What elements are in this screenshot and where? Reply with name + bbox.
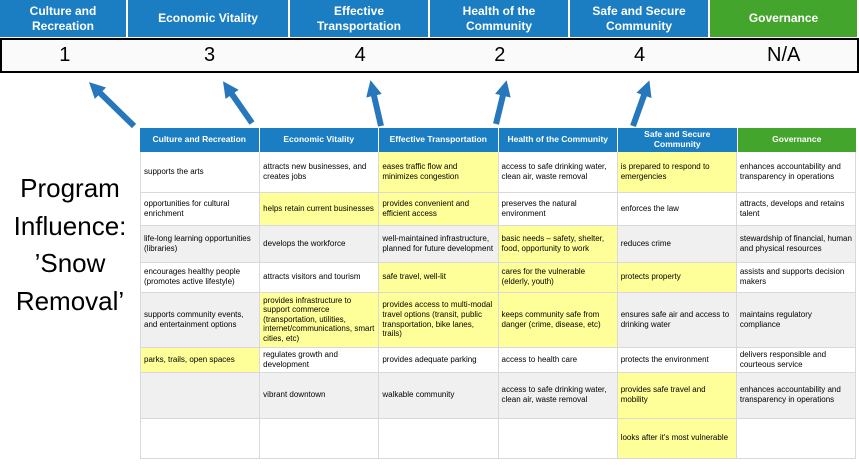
matrix-cell: develops the workforce xyxy=(260,225,380,263)
matrix-cell: access to safe drinking water, clean air… xyxy=(498,372,618,419)
matrix-cell-highlighted: provides access to multi-modal travel op… xyxy=(379,292,499,348)
matrix-cell: regulates growth and development xyxy=(260,347,380,373)
score-culture-and-recreation: 1 xyxy=(59,44,71,66)
matrix-cell xyxy=(260,418,380,459)
matrix-cell: enhances accountability and transparency… xyxy=(736,372,857,419)
summary-header-row: Culture and Recreation Economic Vitality… xyxy=(0,0,857,37)
score-effective-transportation: 4 xyxy=(354,44,366,66)
arrow-icon xyxy=(366,80,384,127)
matrix-header-governance: Governance xyxy=(737,128,856,152)
summary-score-row: 1 3 4 2 4 N/A xyxy=(0,38,859,73)
matrix-cell: opportunities for cultural enrichment xyxy=(140,192,261,226)
matrix-cell: life-long learning opportunities (librar… xyxy=(140,225,261,263)
score-health-of-the-community: 2 xyxy=(494,44,506,66)
matrix-header-effective-transportation: Effective Transportation xyxy=(379,128,499,152)
matrix-cell-highlighted: helps retain current businesses xyxy=(260,192,380,226)
matrix-cell: provides adequate parking xyxy=(379,347,499,373)
matrix-cell: well-maintained infrastructure, planned … xyxy=(379,225,499,263)
matrix-cell-highlighted: provides safe travel and mobility xyxy=(617,372,737,419)
matrix-header-health-of-the-community: Health of the Community xyxy=(498,128,618,152)
arrow-icon xyxy=(493,80,511,125)
arrow-icon xyxy=(223,81,255,125)
matrix-row: opportunities for cultural enrichment hel… xyxy=(140,192,857,226)
matrix-header-row: Culture and Recreation Economic Vitality E… xyxy=(140,128,856,152)
matrix-header-economic-vitality: Economic Vitality xyxy=(259,128,379,152)
matrix-row: supports community events, and entertain… xyxy=(140,292,857,348)
matrix-cell: protects the environment xyxy=(617,347,737,373)
program-influence-label: Program Influence: ’Snow Removal’ xyxy=(13,173,127,317)
matrix-cell-highlighted: basic needs – safety, shelter, food, opp… xyxy=(498,225,618,263)
matrix-cell: attracts, develops and retains talent xyxy=(736,192,857,226)
matrix-cell: walkable community xyxy=(379,372,499,419)
matrix-cell-highlighted: keeps community safe from danger (crime,… xyxy=(498,292,618,348)
matrix-cell: assists and supports decision makers xyxy=(736,262,857,293)
matrix-cell: stewardship of financial, human and phys… xyxy=(736,225,857,263)
matrix-cell: access to health care xyxy=(498,347,618,373)
matrix-row: parks, trails, open spaces regulates grow… xyxy=(140,347,857,373)
matrix-cell-highlighted: provides convenient and efficient access xyxy=(379,192,499,226)
influence-matrix: Culture and Recreation Economic Vitality E… xyxy=(140,128,857,459)
matrix-cell: vibrant downtown xyxy=(260,372,380,419)
matrix-cell-highlighted: safe travel, well-lit xyxy=(379,262,499,293)
matrix-cell xyxy=(498,418,618,459)
matrix-cell-highlighted: eases traffic flow and minimizes congest… xyxy=(379,151,499,193)
matrix-cell: enforces the law xyxy=(617,192,737,226)
matrix-row: supports the arts attracts new businesses… xyxy=(140,151,857,193)
summary-box-safe-and-secure-community: Safe and Secure Community xyxy=(570,0,708,37)
matrix-cell xyxy=(140,418,261,459)
summary-box-health-of-the-community: Health of the Community xyxy=(430,0,568,37)
matrix-cell-highlighted: protects property xyxy=(617,262,737,293)
matrix-body: supports the arts attracts new businesses… xyxy=(140,151,857,459)
matrix-cell: enhances accountability and transparency… xyxy=(736,151,857,193)
matrix-cell-highlighted: provides infrastructure to support comme… xyxy=(260,292,380,348)
matrix-cell xyxy=(379,418,499,459)
summary-box-economic-vitality: Economic Vitality xyxy=(128,0,288,37)
matrix-cell: attracts new businesses, and creates job… xyxy=(260,151,380,193)
matrix-row: looks after it's most vulnerable xyxy=(140,418,857,459)
score-economic-vitality: 3 xyxy=(203,44,216,66)
matrix-cell-highlighted: looks after it's most vulnerable xyxy=(617,418,737,459)
arrow-icon xyxy=(630,80,652,128)
matrix-cell: access to safe drinking water, clean air… xyxy=(498,151,618,193)
matrix-cell: delivers responsible and courteous servi… xyxy=(736,347,857,373)
matrix-cell xyxy=(736,418,857,459)
matrix-cell-highlighted: is prepared to respond to emergencies xyxy=(617,151,737,193)
summary-box-governance: Governance xyxy=(710,0,857,37)
matrix-row: life-long learning opportunities (librar… xyxy=(140,225,857,263)
matrix-cell: attracts visitors and tourism xyxy=(260,262,380,293)
matrix-cell: supports the arts xyxy=(140,151,261,193)
matrix-cell: encourages healthy people (promotes acti… xyxy=(140,262,261,293)
arrow-icon xyxy=(88,82,137,129)
score-safe-and-secure-community: 4 xyxy=(633,44,646,66)
matrix-cell: ensures safe air and access to drinking … xyxy=(617,292,737,348)
influence-arrows xyxy=(88,80,652,129)
matrix-cell: maintains regulatory compliance xyxy=(736,292,857,348)
summary-box-effective-transportation: Effective Transportation xyxy=(290,0,428,37)
matrix-row: vibrant downtown walkable community access… xyxy=(140,372,857,419)
matrix-cell: supports community events, and entertain… xyxy=(140,292,261,348)
matrix-header-safe-and-secure-community: Safe and Secure Community xyxy=(618,128,738,152)
matrix-cell-highlighted: cares for the vulnerable (elderly, youth… xyxy=(498,262,618,293)
matrix-cell-highlighted: parks, trails, open spaces xyxy=(140,347,261,373)
score-governance: N/A xyxy=(767,44,801,66)
matrix-cell: preserves the natural environment xyxy=(498,192,618,226)
matrix-row: encourages healthy people (promotes acti… xyxy=(140,262,857,293)
summary-box-culture-and-recreation: Culture and Recreation xyxy=(0,0,126,37)
matrix-cell: reduces crime xyxy=(617,225,737,263)
matrix-cell xyxy=(140,372,261,419)
matrix-header-culture-and-recreation: Culture and Recreation xyxy=(140,128,260,152)
